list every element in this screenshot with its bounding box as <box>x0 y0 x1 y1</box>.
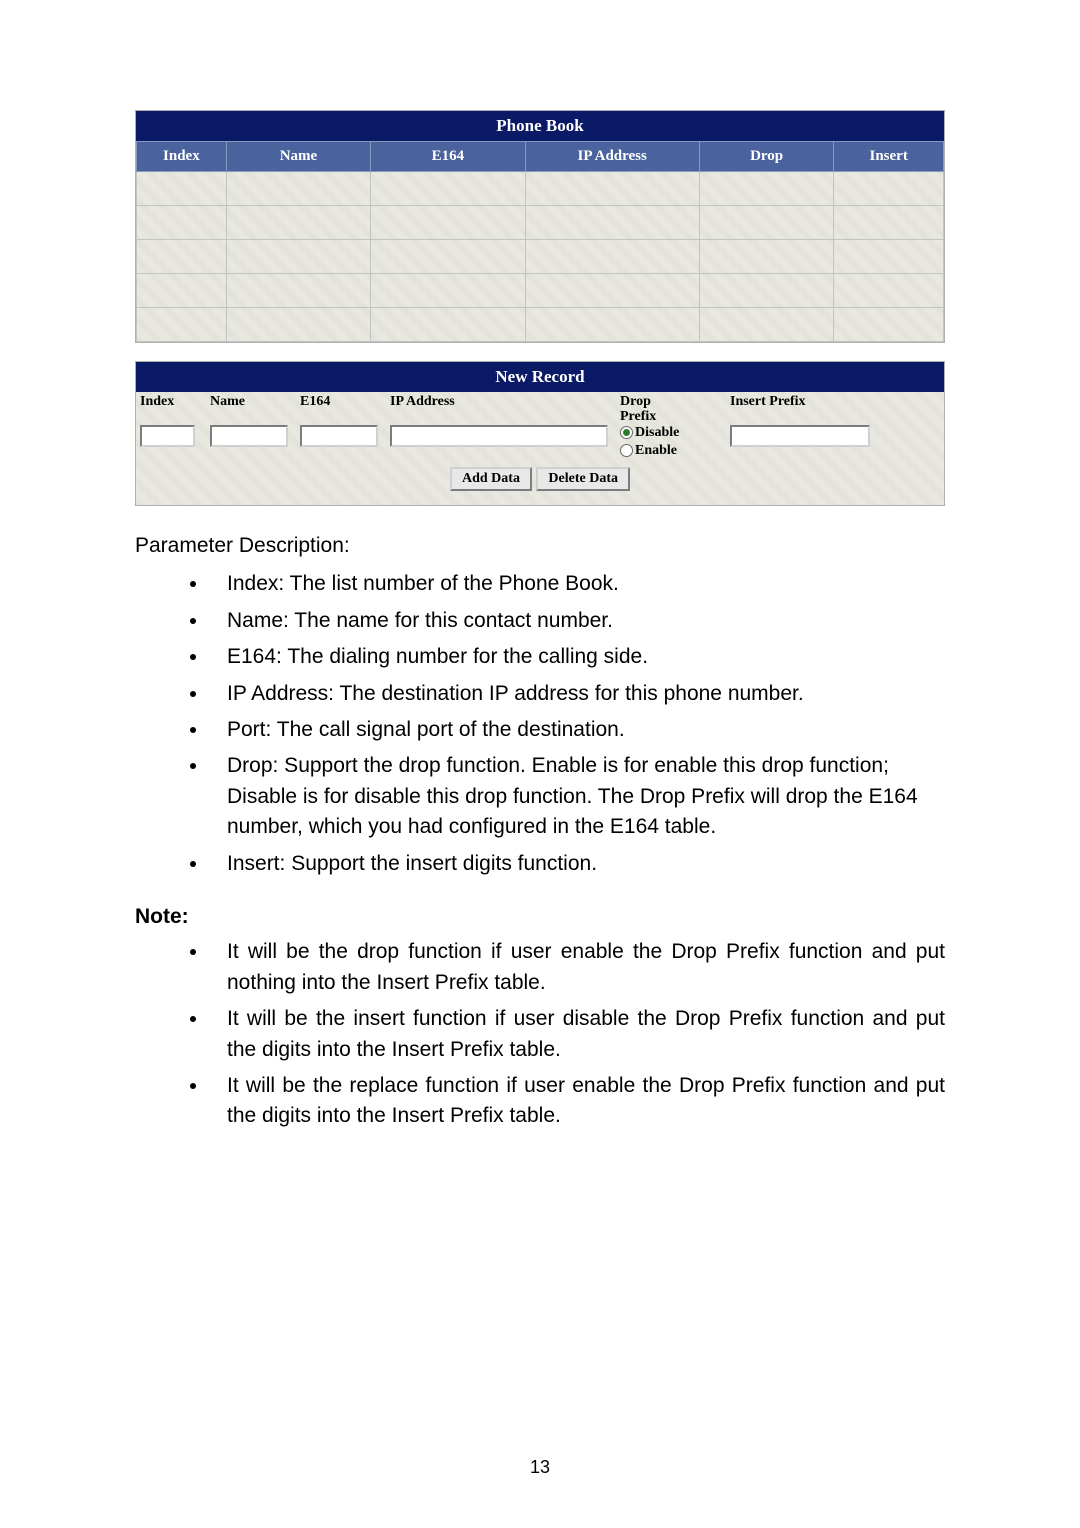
note-heading: Note: <box>135 905 945 929</box>
list-item: Drop: Support the drop function. Enable … <box>209 751 945 842</box>
list-item: It will be the replace function if user … <box>209 1071 945 1132</box>
delete-data-button[interactable]: Delete Data <box>536 467 630 491</box>
radio-icon <box>620 444 633 457</box>
new-record-title: New Record <box>136 362 944 392</box>
drop-prefix-label-1: Drop <box>620 394 651 409</box>
add-data-button[interactable]: Add Data <box>450 467 532 491</box>
phone-book-title: Phone Book <box>136 111 944 141</box>
e164-input[interactable] <box>300 425 378 447</box>
table-header-row: Index Name E164 IP Address Drop Insert <box>137 142 944 172</box>
list-item: Port: The call signal port of the destin… <box>209 715 945 745</box>
list-item: Insert: Support the insert digits functi… <box>209 849 945 879</box>
col-e164: E164 <box>371 142 525 172</box>
nr-col-insert-prefix: Insert Prefix <box>726 392 944 425</box>
nr-col-ip: IP Address <box>386 392 616 425</box>
col-ip: IP Address <box>525 142 699 172</box>
param-desc-heading: Parameter Description: <box>135 530 945 562</box>
list-item: IP Address: The destination IP address f… <box>209 679 945 709</box>
col-drop: Drop <box>699 142 833 172</box>
enable-label: Enable <box>635 443 677 459</box>
nr-col-e164: E164 <box>296 392 386 425</box>
table-row <box>137 308 944 342</box>
table-row <box>137 240 944 274</box>
list-item: It will be the insert function if user d… <box>209 1004 945 1065</box>
table-row <box>137 206 944 240</box>
list-item: It will be the drop function if user ena… <box>209 937 945 998</box>
nr-col-name: Name <box>206 392 296 425</box>
col-index: Index <box>137 142 227 172</box>
page-number: 13 <box>0 1457 1080 1478</box>
drop-prefix-label: Prefix <box>620 409 656 424</box>
index-input[interactable] <box>140 425 195 447</box>
table-row <box>137 172 944 206</box>
new-record-table: Index Name E164 IP Address Drop Drop Pre… <box>136 392 944 463</box>
col-name: Name <box>226 142 370 172</box>
insert-prefix-input[interactable] <box>730 425 870 447</box>
list-item: Index: The list number of the Phone Book… <box>209 569 945 599</box>
phone-book-table: Index Name E164 IP Address Drop Insert <box>136 141 944 342</box>
table-row <box>137 274 944 308</box>
nr-col-index: Index <box>136 392 206 425</box>
nr-col-drop: Drop Drop Prefix Prefix <box>616 392 726 425</box>
list-item: Name: The name for this contact number. <box>209 606 945 636</box>
ip-address-input[interactable] <box>390 425 608 447</box>
button-row: Add Data Delete Data <box>136 463 944 497</box>
list-item: E164: The dialing number for the calling… <box>209 642 945 672</box>
phone-book-panel: Phone Book Index Name E164 IP Address Dr… <box>135 110 945 343</box>
drop-prefix-enable-radio[interactable]: Enable <box>620 443 722 459</box>
radio-icon <box>620 426 633 439</box>
col-insert: Insert <box>834 142 944 172</box>
name-input[interactable] <box>210 425 288 447</box>
drop-prefix-disable-radio[interactable]: Disable <box>620 425 722 441</box>
new-record-panel: New Record Index Name E164 IP Address Dr… <box>135 361 945 506</box>
disable-label: Disable <box>635 425 679 441</box>
param-desc-list: Index: The list number of the Phone Book… <box>135 569 945 879</box>
note-list: It will be the drop function if user ena… <box>135 937 945 1132</box>
